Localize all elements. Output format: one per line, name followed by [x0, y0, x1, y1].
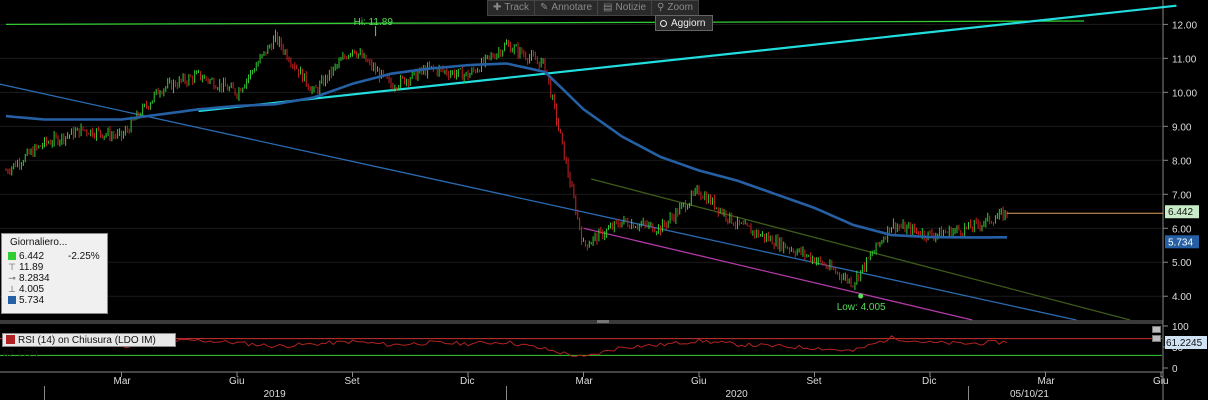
price-tick-label: 4.00 [1172, 292, 1192, 303]
update-icon [660, 20, 667, 27]
price-label-box [1165, 205, 1199, 219]
legend-low-row: ⊥ 4.005 [2, 284, 107, 295]
rsi-legend[interactable]: RSI (14) on Chiusura (LDO IM) 62.1721 [2, 333, 176, 360]
legend-high: 11.89 [19, 262, 44, 273]
plus-icon: ✚ [493, 2, 502, 13]
ma-swatch [8, 296, 16, 304]
rsi-value-label: 61.2245 [1166, 338, 1203, 349]
month-label: Giu [1153, 376, 1169, 387]
pane-separator [0, 320, 1163, 324]
channel-upper-olive [591, 178, 1131, 321]
price-tick-label: 10.00 [1172, 88, 1197, 99]
month-label: Mar [1038, 376, 1056, 387]
rsi-tick-label: 0 [1172, 364, 1178, 375]
price-label: 6.442 [1168, 207, 1193, 218]
news-icon: ▤ [603, 2, 613, 13]
average-icon: ⊸ [8, 273, 16, 283]
pane-separator-grip [597, 320, 609, 323]
high-annotation: Hi: 11.89 [354, 17, 394, 28]
moving-average-line [5, 62, 1007, 239]
news-button[interactable]: ▤ Notizie [598, 1, 653, 15]
legend-change: -2.25% [68, 251, 100, 262]
rsi-value-box [1165, 336, 1207, 349]
chart-toolbar: ✚ Track ✎ Annotare ▤ Notizie ⚲ Zoom [487, 0, 699, 16]
legend-average: 8.2834 [19, 273, 50, 284]
update-button[interactable]: Aggiorn [655, 15, 713, 31]
price-tick-label: 9.00 [1172, 122, 1192, 133]
legend-low: 4.005 [19, 284, 45, 295]
price-label-box [1165, 235, 1199, 249]
price-tick-label: 12.00 [1172, 20, 1197, 31]
legend-title: Giornaliero... [10, 237, 68, 248]
pencil-icon: ✎ [540, 2, 549, 13]
legend-last: 6.442 [19, 251, 45, 262]
track-label: Track [504, 2, 530, 13]
month-label: Mar [114, 376, 132, 387]
price-tick-label: 11.00 [1172, 54, 1197, 65]
date-marker-label: 05/10/21 [1010, 389, 1049, 400]
low-marker [858, 293, 864, 299]
month-label: Dic [922, 376, 936, 387]
annotate-button[interactable]: ✎ Annotare [535, 1, 599, 15]
legend-ma: 5.734 [19, 295, 45, 306]
resistance-line-green [5, 20, 1085, 26]
rsi-swatch [6, 335, 15, 344]
annotate-label: Annotare [551, 2, 593, 13]
rsi-legend-label: RSI (14) on Chiusura (LDO IM) 62.1721 [3, 335, 156, 360]
rsi-pane-minimize-button[interactable] [1152, 335, 1161, 342]
rsi-pane-maximize-button[interactable] [1152, 326, 1161, 333]
downtrend-line-blue [0, 83, 1077, 321]
zoom-button[interactable]: ⚲ Zoom [652, 1, 698, 15]
price-label: 5.734 [1168, 237, 1193, 248]
price-tick-label: 6.00 [1172, 224, 1192, 235]
high-icon: ⊤ [8, 262, 16, 272]
year-label: 2019 [264, 389, 287, 400]
year-label: 2020 [726, 389, 749, 400]
legend-average-row: ⊸ 8.2834 [2, 273, 107, 284]
low-annotation: Low: 4.005 [837, 302, 886, 313]
update-label: Aggiorn [671, 18, 706, 29]
magnifier-icon: ⚲ [657, 2, 665, 13]
month-label: Dic [460, 376, 474, 387]
price-legend[interactable]: Giornaliero... 6.442 -2.25% ⊤ 11.89 ⊸ 8.283… [1, 233, 108, 314]
price-tick-label: 7.00 [1172, 190, 1192, 201]
month-label: Set [345, 376, 360, 387]
last-swatch [8, 252, 16, 260]
zoom-label: Zoom [667, 2, 693, 13]
news-label: Notizie [615, 2, 647, 13]
legend-ma-row: 5.734 [2, 295, 107, 306]
track-button[interactable]: ✚ Track [488, 1, 536, 15]
legend-high-row: ⊤ 11.89 [2, 262, 107, 273]
price-tick-label: 8.00 [1172, 156, 1192, 167]
price-tick-label: 5.00 [1172, 258, 1192, 269]
month-label: Mar [576, 376, 594, 387]
month-label: Set [807, 376, 822, 387]
rsi-tick-label: 100 [1172, 322, 1189, 333]
channel-lower-magenta [583, 227, 973, 321]
month-label: Giu [691, 376, 707, 387]
month-label: Giu [229, 376, 245, 387]
legend-last-row: 6.442 -2.25% [2, 251, 107, 262]
trend-line-cyan [198, 4, 1177, 113]
low-icon: ⊥ [8, 284, 16, 294]
